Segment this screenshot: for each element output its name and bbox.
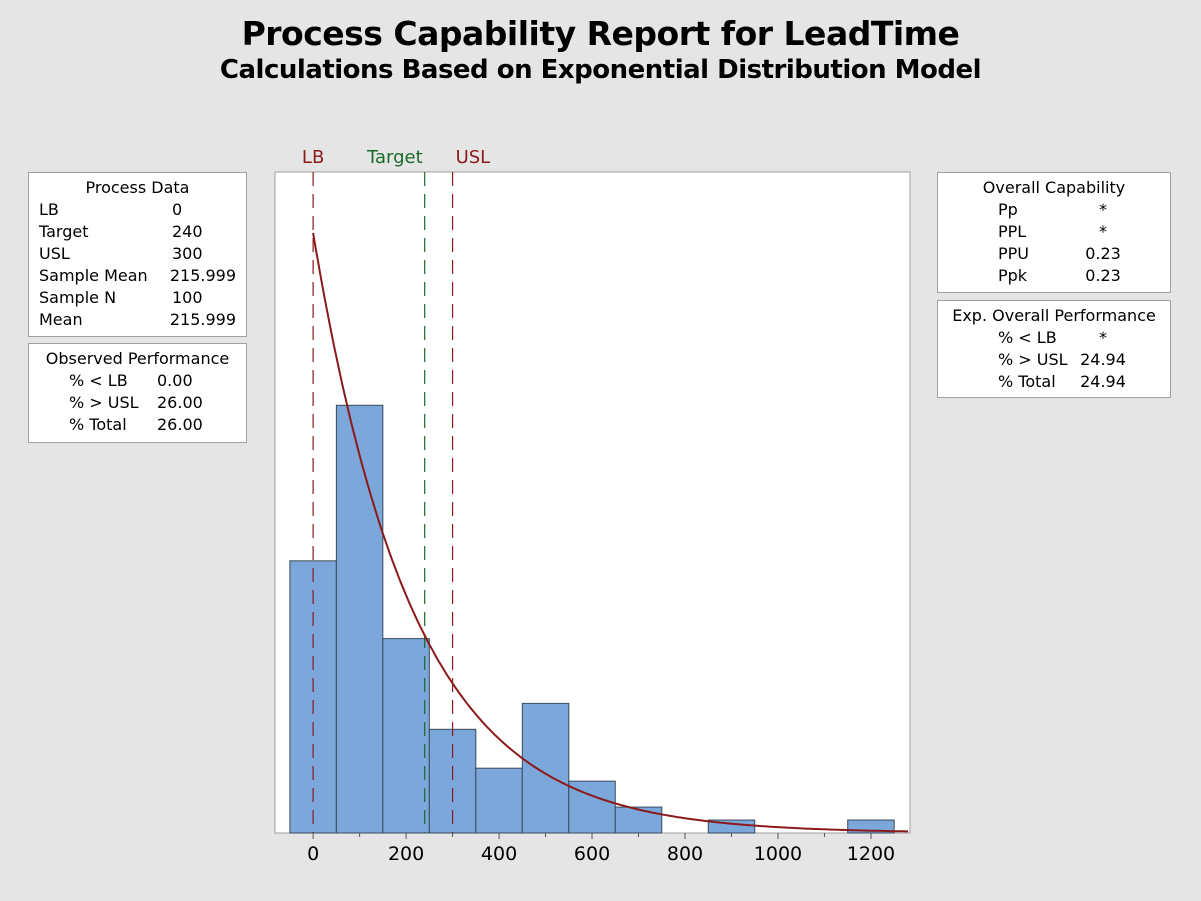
stat-value: 24.94 bbox=[1080, 350, 1126, 369]
stat-value: 0.23 bbox=[1085, 244, 1121, 263]
stat-label: PPU bbox=[998, 244, 1030, 263]
stat-row: % > USL 26.00 bbox=[39, 392, 236, 414]
stat-label: Mean bbox=[39, 310, 83, 329]
stat-label: % Total bbox=[998, 372, 1056, 391]
x-tick-label: 400 bbox=[481, 843, 517, 865]
stat-row: Target 240 bbox=[39, 221, 236, 243]
stat-value: 240 bbox=[172, 222, 203, 241]
stat-value: 26.00 bbox=[157, 415, 203, 434]
fitted-exponential-curve bbox=[312, 232, 909, 833]
stat-label: % < LB bbox=[69, 371, 128, 390]
stat-value: 0.23 bbox=[1085, 266, 1121, 285]
stat-row: Sample N 100 bbox=[39, 287, 236, 309]
histogram-bar bbox=[521, 702, 570, 834]
stat-label: USL bbox=[39, 244, 70, 263]
histogram-bar bbox=[382, 638, 430, 834]
stat-value: 300 bbox=[172, 244, 203, 263]
stat-row: % < LB 0.00 bbox=[39, 370, 236, 392]
stat-label: Pp bbox=[998, 200, 1018, 219]
stat-label: LB bbox=[39, 200, 59, 219]
x-tick-label: 0 bbox=[307, 843, 319, 865]
stat-row: Mean 215.999 bbox=[39, 309, 236, 331]
stat-label: Ppk bbox=[998, 266, 1028, 285]
stat-row: Sample Mean 215.999 bbox=[39, 265, 236, 287]
x-tick-label: 200 bbox=[388, 843, 424, 865]
stat-value: 215.999 bbox=[169, 310, 236, 329]
panel-heading: Exp. Overall Performance bbox=[952, 306, 1156, 325]
stat-row: PPU 0.23 bbox=[948, 243, 1160, 265]
stat-row: LB 0 bbox=[39, 199, 236, 221]
stat-value: 0 bbox=[172, 200, 183, 219]
x-tick-label: 600 bbox=[574, 843, 610, 865]
stat-label: PPL bbox=[998, 222, 1027, 241]
stat-row: Pp * bbox=[948, 199, 1160, 221]
stat-row: % > USL 24.94 bbox=[948, 349, 1160, 371]
stat-label: Target bbox=[39, 222, 89, 241]
reference-label-lb: LB bbox=[302, 147, 324, 168]
stat-value: * bbox=[1099, 222, 1107, 241]
reference-label-target: Target bbox=[366, 147, 423, 168]
stat-value: 26.00 bbox=[157, 393, 203, 412]
reference-label-usl: USL bbox=[456, 147, 491, 168]
stat-label: % > USL bbox=[998, 350, 1068, 369]
overall-capability-panel: Overall Capability Pp * PPL * PPU 0.23 Ppk 0.23 bbox=[937, 172, 1171, 293]
process-data-panel: Process Data LB 0 Target 240 USL 300 Sample Mea… bbox=[28, 172, 247, 337]
stat-value: * bbox=[1099, 200, 1107, 219]
stat-value: 0.00 bbox=[157, 371, 193, 390]
panel-heading: Overall Capability bbox=[982, 178, 1126, 197]
stat-value: * bbox=[1099, 328, 1107, 347]
stat-label: % < LB bbox=[998, 328, 1057, 347]
x-tick-label: 1000 bbox=[754, 843, 802, 865]
stat-label: % Total bbox=[69, 415, 127, 434]
stat-label: % > USL bbox=[69, 393, 139, 412]
stat-label: Sample Mean bbox=[39, 266, 148, 285]
report-title: Process Capability Report for LeadTime bbox=[241, 14, 960, 53]
stat-row: Ppk 0.23 bbox=[948, 265, 1160, 287]
stat-value: 215.999 bbox=[169, 266, 236, 285]
report-subtitle: Calculations Based on Exponential Distri… bbox=[219, 55, 982, 85]
stat-row: PPL * bbox=[948, 221, 1160, 243]
x-tick-label: 1200 bbox=[847, 843, 895, 865]
stat-value: 24.94 bbox=[1080, 372, 1126, 391]
histogram-bar bbox=[289, 560, 337, 834]
stat-row: USL 300 bbox=[39, 243, 236, 265]
stat-row: % < LB * bbox=[948, 327, 1160, 349]
exp-overall-performance-panel: Exp. Overall Performance % < LB * % > USL 24… bbox=[937, 300, 1171, 398]
observed-performance-panel: Observed Performance % < LB 0.00 % > USL 26.… bbox=[28, 343, 247, 443]
stat-value: 100 bbox=[172, 288, 203, 307]
stat-label: Sample N bbox=[39, 288, 117, 307]
panel-heading: Process Data bbox=[85, 178, 190, 197]
panel-heading: Observed Performance bbox=[45, 349, 230, 368]
stat-row: % Total 24.94 bbox=[948, 371, 1160, 393]
histogram-bar bbox=[614, 806, 663, 834]
stat-row: % Total 26.00 bbox=[39, 414, 236, 436]
histogram-bar bbox=[335, 404, 384, 834]
histogram-bar bbox=[475, 767, 523, 834]
x-tick-label: 800 bbox=[667, 843, 703, 865]
